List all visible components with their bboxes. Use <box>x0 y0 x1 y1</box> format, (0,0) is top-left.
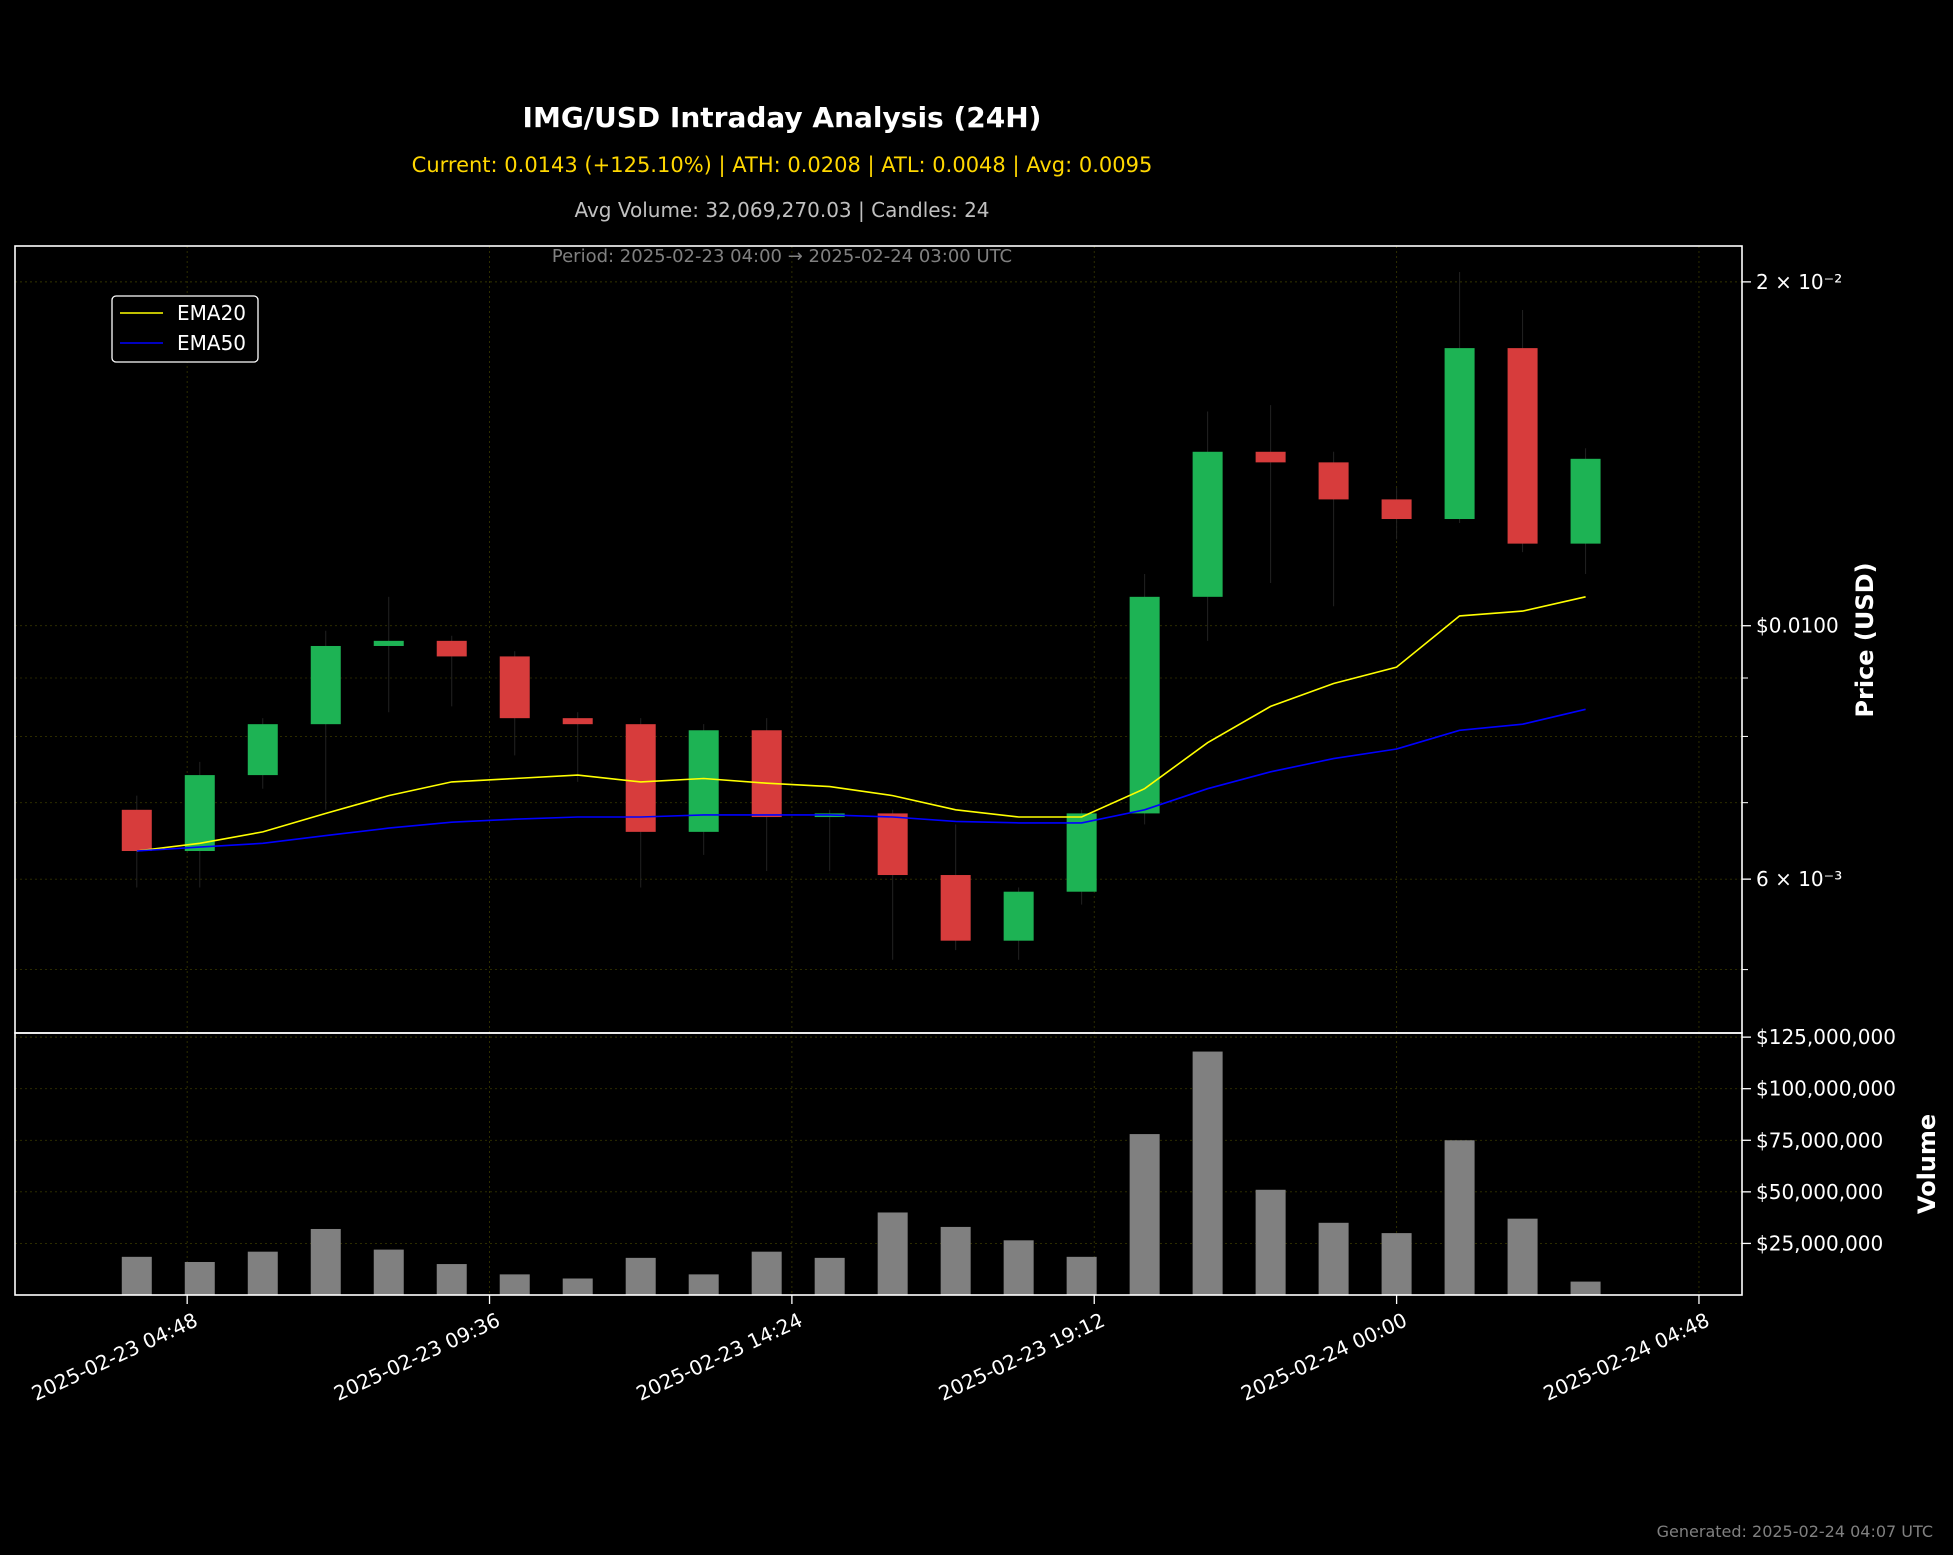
volume-bar <box>751 1251 782 1295</box>
time-axis-ticks: 2025-02-23 04:48 2025-02-23 09:36 2025-02-… <box>28 1295 1713 1406</box>
candle-up <box>1192 451 1223 597</box>
candle-up <box>373 640 404 646</box>
volume-bar <box>1129 1134 1160 1295</box>
volume-axis-label: Volume <box>1913 1114 1941 1214</box>
volume-bar <box>1444 1140 1475 1295</box>
volume-bar <box>1570 1281 1601 1295</box>
legend: EMA20 EMA50 <box>111 295 259 363</box>
volume-bar <box>688 1274 719 1295</box>
candle-down <box>1318 462 1349 500</box>
volume-bar <box>310 1228 341 1295</box>
price-tick-label: $0.0100 <box>1756 614 1839 638</box>
generated-footer: Generated: 2025-02-24 04:07 UTC <box>1657 1522 1933 1541</box>
price-tick-label: 2 × 10⁻² <box>1756 270 1842 294</box>
volume-bars-layer <box>121 1051 1601 1295</box>
volume-tick-label: $50,000,000 <box>1756 1180 1883 1204</box>
volume-bar <box>940 1226 971 1295</box>
time-tick-label: 2025-02-23 04:48 <box>28 1308 201 1406</box>
candle-down <box>562 718 593 725</box>
chart-title: IMG/USD Intraday Analysis (24H) <box>523 101 1042 134</box>
candle-down <box>877 813 908 876</box>
volume-axis-ticks: $25,000,000 $50,000,000 $75,000,000 $100,00… <box>1742 1025 1896 1255</box>
volume-summary-line: Avg Volume: 32,069,270.03 | Candles: 24 <box>574 198 989 222</box>
volume-bar <box>247 1251 278 1295</box>
ema20-line <box>136 596 1586 852</box>
price-panel-frame <box>14 245 1743 1034</box>
volume-tick-label: $100,000,000 <box>1756 1077 1896 1101</box>
volume-tick-label: $25,000,000 <box>1756 1231 1883 1255</box>
time-tick-label: 2025-02-23 19:12 <box>935 1308 1108 1406</box>
legend-ema20-label: EMA20 <box>177 301 246 325</box>
legend-ema50-label: EMA50 <box>177 331 246 355</box>
candle-down <box>499 656 530 719</box>
candle-up <box>310 645 341 725</box>
volume-bar <box>1066 1256 1097 1295</box>
candle-down <box>1381 499 1412 520</box>
volume-bar <box>121 1256 152 1295</box>
volume-bar <box>1507 1218 1538 1295</box>
volume-tick-label: $75,000,000 <box>1756 1128 1883 1152</box>
volume-bar <box>184 1261 215 1295</box>
candle-up <box>247 724 278 776</box>
candle-down <box>121 809 152 852</box>
volume-bar <box>625 1257 656 1295</box>
candle-up <box>688 730 719 832</box>
candles-layer <box>121 272 1601 960</box>
candle-up <box>1129 596 1160 814</box>
candle-down <box>1255 451 1286 463</box>
volume-bar <box>1003 1240 1034 1295</box>
stats-line: Current: 0.0143 (+125.10%) | ATH: 0.0208… <box>412 153 1153 178</box>
price-axis-label: Price (USD) <box>1851 562 1879 717</box>
candle-down <box>436 640 467 657</box>
time-tick-label: 2025-02-24 04:48 <box>1540 1308 1713 1406</box>
volume-bar <box>1255 1189 1286 1295</box>
candle-up <box>1444 348 1475 520</box>
ema-lines-layer <box>136 596 1586 852</box>
candle-down <box>625 724 656 832</box>
volume-bar <box>436 1264 467 1295</box>
period-line: Period: 2025-02-23 04:00 → 2025-02-24 03… <box>552 246 1012 267</box>
ema50-line <box>136 708 1586 852</box>
volume-bar <box>1318 1222 1349 1295</box>
price-tick-label: 6 × 10⁻³ <box>1756 867 1842 891</box>
time-tick-label: 2025-02-23 14:24 <box>633 1308 806 1406</box>
volume-bar <box>1381 1233 1412 1295</box>
candle-up <box>1066 813 1097 892</box>
candle-up <box>184 775 215 852</box>
volume-bar <box>562 1278 593 1295</box>
volume-bar <box>373 1249 404 1295</box>
candle-down <box>751 730 782 818</box>
candle-down <box>1507 348 1538 544</box>
price-axis-ticks: 2 × 10⁻² $0.0100 6 × 10⁻³ <box>1742 270 1842 971</box>
volume-bar <box>1192 1051 1223 1295</box>
volume-bar <box>814 1257 845 1295</box>
volume-tick-label: $125,000,000 <box>1756 1025 1896 1049</box>
candle-down <box>940 875 971 941</box>
volume-bar <box>499 1274 530 1295</box>
candle-up <box>1003 891 1034 941</box>
time-tick-label: 2025-02-23 09:36 <box>330 1308 503 1406</box>
volume-bar <box>877 1212 908 1295</box>
time-tick-label: 2025-02-24 00:00 <box>1237 1308 1410 1406</box>
volume-panel-frame <box>14 1032 1743 1296</box>
candle-up <box>1570 458 1601 544</box>
